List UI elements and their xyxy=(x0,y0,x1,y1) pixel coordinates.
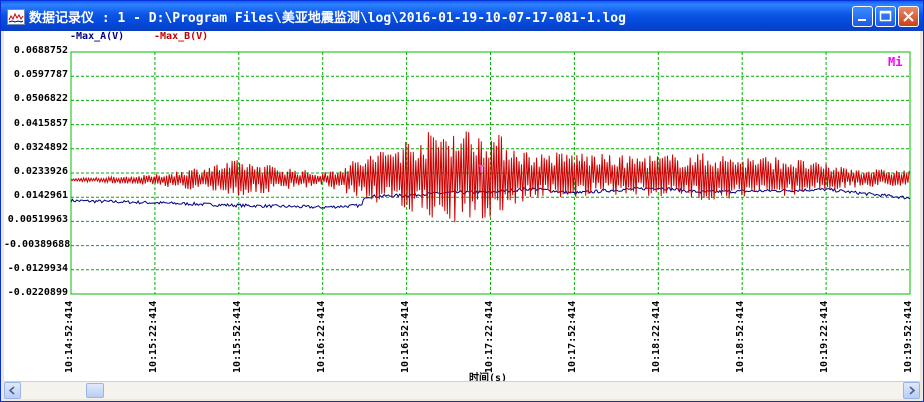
x-tick-label: 10:18:22:414 xyxy=(651,300,663,373)
y-tick-label: 0.0506822 xyxy=(13,93,68,105)
x-tick: 10:18:22:414 xyxy=(651,297,665,373)
legend-series-b-label: Max_B(V) xyxy=(160,31,209,42)
horizontal-scrollbar[interactable] xyxy=(4,381,920,399)
y-tick-label: -0.0220899 xyxy=(7,287,68,298)
close-button[interactable] xyxy=(898,6,919,27)
x-tick-label: 10:17:52:414 xyxy=(567,300,579,373)
x-tick: 10:17:22:414 xyxy=(484,297,498,373)
x-tick-label: 10:16:52:414 xyxy=(399,300,411,373)
cursor-marker: T xyxy=(478,163,485,176)
x-tick-label: 10:18:52:414 xyxy=(735,300,747,373)
x-tick: 10:15:22:414 xyxy=(148,297,162,373)
x-tick: 10:18:52:414 xyxy=(735,297,749,373)
y-tick-label: 0.0688752 xyxy=(13,45,68,56)
x-tick: 10:19:52:414 xyxy=(903,297,917,373)
x-tick: 10:19:22:414 xyxy=(819,297,833,373)
legend-series-a-label: Max_A(V) xyxy=(76,31,125,42)
title-bar[interactable]: 数据记录仪 : 1 - D:\Program Files\美亚地震监测\log\… xyxy=(1,1,923,31)
x-tick-label: 10:15:52:414 xyxy=(231,300,243,373)
scroll-right-button[interactable] xyxy=(903,382,920,399)
y-tick-label: 0.0142961 xyxy=(13,190,68,202)
y-tick-label: -0.0129934 xyxy=(7,262,68,274)
legend-series-b: -Max_B(V) xyxy=(154,31,209,42)
y-tick-label: -0.00389688 xyxy=(4,238,71,250)
window-title: 数据记录仪 : 1 - D:\Program Files\美亚地震监测\log\… xyxy=(29,11,626,26)
x-tick: 10:14:52:414 xyxy=(64,297,78,373)
y-tick-label: 0.0324892 xyxy=(13,141,68,153)
y-tick-label: 0.00519963 xyxy=(7,214,68,226)
maximize-button[interactable] xyxy=(875,6,896,27)
corner-marker: Mi xyxy=(888,55,903,69)
chart-app-icon[interactable] xyxy=(7,9,25,25)
x-tick: 10:17:52:414 xyxy=(567,297,581,373)
plot-svg xyxy=(70,51,911,295)
y-tick-label: 0.0415857 xyxy=(13,117,68,129)
x-tick: 10:15:52:414 xyxy=(232,297,246,373)
scroll-thumb[interactable] xyxy=(86,383,104,398)
chart-area: -Max_A(V) -Max_B(V) 0.0688752 0.0597787 0.… xyxy=(4,31,920,399)
x-tick-label: 10:17:22:414 xyxy=(483,300,495,373)
x-tick-label: 10:19:22:414 xyxy=(819,300,831,373)
series-line-max-b xyxy=(70,131,910,223)
legend-series-a: -Max_A(V) xyxy=(70,31,125,42)
x-tick: 10:16:52:414 xyxy=(400,297,414,373)
scroll-left-button[interactable] xyxy=(4,382,21,399)
x-tick: 10:16:22:414 xyxy=(316,297,330,373)
x-axis-title: 时间(s) xyxy=(469,373,508,384)
x-tick-label: 10:19:52:414 xyxy=(903,300,914,373)
y-tick-label: 0.0233926 xyxy=(13,166,68,177)
x-tick-label: 10:15:22:414 xyxy=(147,300,159,373)
x-tick-label: 10:16:22:414 xyxy=(315,300,327,373)
x-tick-label: 10:14:52:414 xyxy=(64,300,75,373)
y-tick-label: 0.0597787 xyxy=(13,69,68,81)
minimize-button[interactable] xyxy=(852,6,873,27)
